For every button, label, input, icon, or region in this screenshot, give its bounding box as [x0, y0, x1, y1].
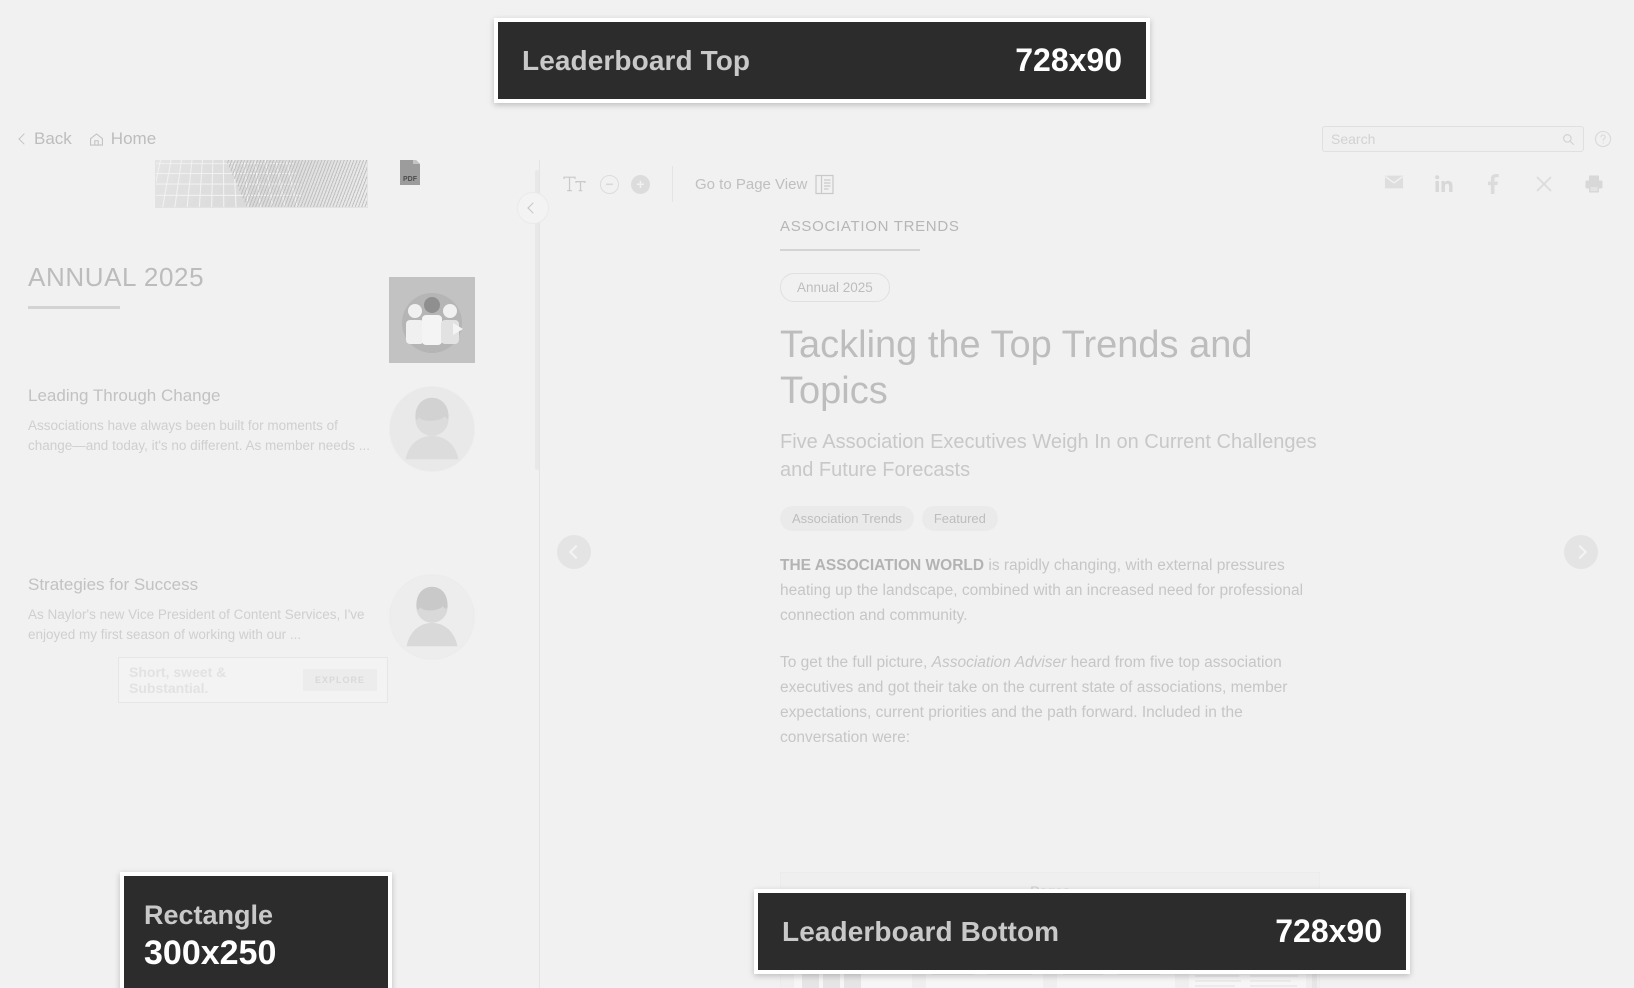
ad-leaderboard-bottom-label: Leaderboard Bottom — [782, 915, 1060, 947]
home-button[interactable]: Home — [88, 129, 156, 149]
main-content: Membership Growth Engine PDF ANNUAL 2025 — [0, 160, 1634, 988]
next-article-button[interactable] — [1564, 535, 1598, 569]
reader-toolbar: − + Go to Page View — [540, 160, 1634, 208]
page-view-group: Go to Page View — [673, 166, 856, 202]
download-pdf-button[interactable]: PDF — [383, 160, 437, 198]
ad-rectangle-size: 300x250 — [144, 934, 277, 972]
search-input[interactable] — [1331, 131, 1562, 147]
pdf-file-icon: PDF — [397, 160, 423, 186]
decrease-text-size-button[interactable]: − — [600, 174, 619, 194]
x-twitter-icon[interactable] — [1534, 174, 1554, 194]
inline-ad-text: Short, sweet & Substantial. — [129, 664, 227, 696]
ad-leaderboard-top-size: 728x90 — [1015, 42, 1122, 78]
ad-rectangle[interactable]: Rectangle 300x250 — [120, 872, 392, 988]
ad-leaderboard-top-label: Leaderboard Top — [522, 44, 751, 76]
search-box[interactable] — [1322, 126, 1584, 152]
article-lead-in: THE ASSOCIATION WORLD — [780, 557, 985, 574]
text-size-group: − + — [540, 166, 672, 202]
inline-ad-cta-button[interactable]: EXPLORE — [302, 669, 377, 691]
article-paragraph-1: THE ASSOCIATION WORLD is rapidly changin… — [780, 553, 1320, 628]
article-paragraph-2-part1: To get the full picture, — [780, 654, 932, 671]
minus-icon: − — [605, 176, 614, 192]
issue-article-list-panel: Membership Growth Engine PDF ANNUAL 2025 — [0, 160, 539, 988]
article-paragraph-1-rest: is rapidly changing, with external press… — [780, 557, 1304, 624]
home-label: Home — [110, 129, 157, 148]
left-panel-scrollbar[interactable] — [535, 170, 539, 470]
top-navigation-bar: Back Home — [0, 118, 1634, 160]
facebook-icon[interactable] — [1484, 174, 1504, 194]
list-item[interactable]: Strategies for Success As Naylor's new V… — [28, 575, 378, 645]
article-reader-panel: − + Go to Page View — [540, 160, 1634, 988]
increase-text-size-button[interactable]: + — [631, 174, 650, 194]
svg-text:PDF: PDF — [403, 176, 418, 183]
toolbar-separator — [672, 166, 673, 202]
page-thumbnail-faces — [794, 969, 912, 988]
plus-icon: + — [636, 176, 645, 192]
issue-cover-thumbnail[interactable]: Membership Growth Engine — [155, 160, 368, 208]
promo-thumbnail[interactable] — [389, 277, 475, 363]
nav-right-group — [1322, 126, 1612, 152]
go-to-page-view-button[interactable]: Go to Page View — [695, 174, 834, 195]
ad-rectangle-label: Rectangle — [144, 900, 274, 930]
linkedin-icon[interactable] — [1434, 174, 1454, 194]
page-view-label: Go to Page View — [695, 175, 808, 193]
nav-left-group: Back Home — [18, 129, 156, 149]
chevron-right-icon — [1572, 544, 1587, 560]
publication-name: Association Adviser — [931, 654, 1067, 671]
avatar — [389, 386, 475, 472]
chevron-left-icon — [527, 202, 539, 214]
article-headline: Tackling the Top Trends and Topics — [780, 324, 1253, 412]
issue-header: ANNUAL 2025 — [28, 262, 539, 309]
ad-leaderboard-bottom-size: 728x90 — [1275, 913, 1382, 949]
article-kicker-rule — [780, 249, 920, 251]
article-dek: Five Association Executives Weigh In on … — [780, 431, 1317, 481]
search-icon[interactable] — [1562, 133, 1575, 146]
list-item-title: Strategies for Success — [28, 575, 199, 594]
list-item-excerpt: Associations have always been built for … — [28, 418, 371, 453]
chevron-left-icon — [18, 133, 30, 145]
ad-leaderboard-bottom[interactable]: Leaderboard Bottom 728x90 — [754, 889, 1410, 974]
email-icon[interactable] — [1384, 174, 1404, 194]
share-toolbar — [1384, 174, 1634, 194]
previous-article-button[interactable] — [557, 535, 591, 569]
help-circle-icon[interactable] — [1594, 130, 1612, 148]
person-portrait-icon — [390, 575, 474, 659]
article-paragraph-2-part2: heard from five top association executiv… — [780, 654, 1288, 746]
article-kicker: ASSOCIATION TRENDS — [780, 218, 960, 235]
ad-leaderboard-top[interactable]: Leaderboard Top 728x90 — [494, 18, 1150, 103]
list-item[interactable]: Leading Through Change Associations have… — [28, 386, 378, 456]
inline-ad-banner[interactable]: Short, sweet & Substantial. EXPLORE — [118, 657, 388, 703]
chevron-left-icon — [568, 544, 583, 560]
list-item-title: Leading Through Change — [28, 386, 221, 405]
print-icon[interactable] — [1584, 174, 1604, 194]
panel-divider — [539, 160, 540, 988]
issue-title-rule — [28, 306, 120, 309]
avatar — [389, 574, 475, 660]
issue-cover-row: Membership Growth Engine PDF — [0, 160, 539, 218]
article-tag[interactable]: Association Trends — [780, 506, 914, 531]
article-tag-row: Association Trends Featured — [780, 506, 1320, 531]
issue-pill[interactable]: Annual 2025 — [780, 273, 890, 302]
home-icon — [88, 131, 105, 148]
person-portrait-icon — [390, 387, 474, 471]
article-paragraph-2: To get the full picture, Association Adv… — [780, 650, 1320, 750]
article-body: ASSOCIATION TRENDS Annual 2025 Tackling … — [780, 218, 1320, 750]
book-page-icon — [815, 174, 834, 195]
collapse-sidebar-button[interactable] — [517, 192, 549, 224]
article-tag[interactable]: Featured — [921, 506, 998, 531]
back-label: Back — [34, 129, 72, 148]
issue-title: ANNUAL 2025 — [28, 262, 205, 292]
list-item-excerpt: As Naylor's new Vice President of Conten… — [28, 607, 365, 642]
back-button[interactable]: Back — [18, 129, 72, 149]
people-illustration — [402, 293, 463, 353]
text-size-icon — [562, 175, 588, 193]
